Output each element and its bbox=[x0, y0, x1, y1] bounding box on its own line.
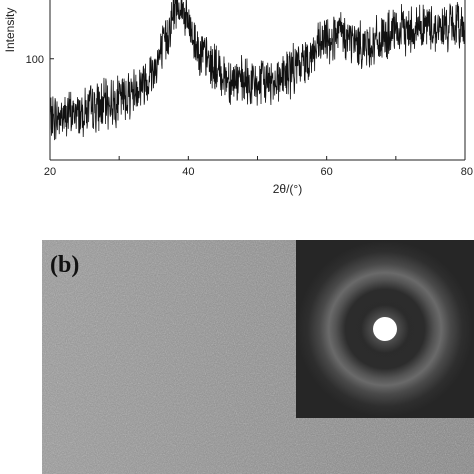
x-tick-label: 60 bbox=[321, 166, 333, 178]
saed-inset bbox=[296, 240, 474, 418]
tem-image-panel: (b) bbox=[42, 240, 474, 474]
diffraction-pattern bbox=[296, 240, 474, 418]
transmitted-beam-spot bbox=[373, 317, 397, 341]
y-tick-label: 100 bbox=[26, 54, 44, 66]
x-axis-title: 2θ/(°) bbox=[273, 182, 302, 196]
x-tick-label: 40 bbox=[182, 166, 194, 178]
x-tick-label: 20 bbox=[44, 166, 56, 178]
xrd-pattern-line bbox=[49, 0, 466, 141]
xrd-chart: 20 40 60 80 100 2θ/(°) Intensity bbox=[3, 0, 473, 196]
y-axis-title: Intensity bbox=[3, 8, 17, 53]
x-tick-label: 80 bbox=[461, 166, 473, 178]
panel-label-b: (b) bbox=[50, 252, 80, 278]
